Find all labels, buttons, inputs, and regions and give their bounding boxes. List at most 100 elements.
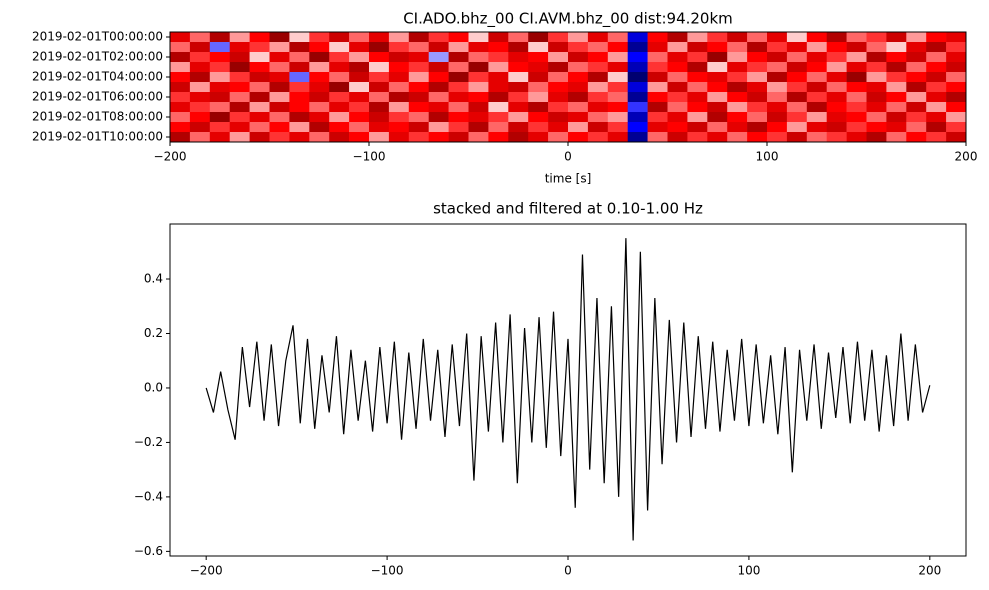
heatmap-cell [309,32,330,43]
heatmap-cell [906,102,927,113]
x-tick-label: 100 [756,150,779,164]
heatmap-cell [329,112,350,123]
heatmap-cell [369,42,390,53]
heatmap-cell [647,92,668,103]
heatmap-cell [806,42,827,53]
heatmap-cell [189,32,211,43]
heatmap-cell [170,122,191,133]
heatmap-cell [627,92,648,103]
heatmap-cell [866,112,887,123]
heatmap-cell [528,62,549,73]
heatmap-cell [229,112,250,123]
heatmap-cell [568,52,589,63]
heatmap-cell [528,82,549,93]
heatmap-cell [727,122,748,133]
heatmap-cell [727,62,748,73]
heatmap-cell [607,122,628,133]
heatmap-cell [607,42,628,53]
heatmap-cell [289,32,310,43]
heatmap-cell [747,62,768,73]
heatmap-cell [747,52,768,63]
heatmap-cell [886,52,907,63]
heatmap-cell [528,112,549,123]
heatmap-cell [309,102,330,113]
heatmap-cell [607,62,628,73]
heatmap-cell [906,122,927,133]
heatmap-cell [687,62,708,73]
heatmap-cell [249,42,270,53]
heatmap-cell [189,112,211,123]
heatmap-cell [866,42,887,53]
heatmap-cell [229,42,250,53]
heatmap-cell [707,42,728,53]
heatmap-cell [309,112,330,123]
heatmap-cell [349,72,370,83]
heatmap-cell [488,72,509,83]
heatmap-cell [349,62,370,73]
heatmap-cell [428,32,449,43]
heatmap-cell [369,102,390,113]
heatmap-cell [408,92,429,103]
heatmap-cell [170,132,191,143]
heatmap-cell [309,72,330,83]
y-tick-label: 0.4 [144,272,163,286]
heatmap-cell [667,102,688,113]
heatmap-cell [707,102,728,113]
heatmap-cell [707,92,728,103]
heatmap-cell [926,132,947,143]
heatmap-cell [647,62,668,73]
heatmap-cell [747,132,768,143]
heatmap-cell [786,82,808,93]
heatmap-cell [548,32,569,43]
heatmap-cell [826,102,847,113]
heatmap-cell [229,72,250,83]
heatmap-cell [786,32,808,43]
heatmap-cell [329,42,350,53]
heatmap-cell [607,102,628,113]
heatmap-cell [269,102,290,113]
heatmap-cell [866,62,887,73]
heatmap-cell [747,42,768,53]
heatmap-cell [786,122,808,133]
heatmap-cell [548,72,569,83]
heatmap-cell [946,62,967,73]
heatmap-cell [548,122,569,133]
y-tick-label: 2019-02-01T04:00:00 [32,70,163,84]
heatmap-cell [806,32,827,43]
heatmap-cell [568,122,589,133]
heatmap-cell [309,82,330,93]
heatmap-cell [448,72,469,83]
heatmap-cell [906,132,927,143]
heatmap-cell [687,122,708,133]
heatmap-cell [369,122,390,133]
heatmap-cell [886,62,907,73]
heatmap-cell [667,72,688,83]
heatmap-cell [289,72,310,83]
heatmap-cell [607,132,628,143]
heatmap-cell [428,72,449,83]
heatmap-cell [687,132,708,143]
heatmap-cell [647,122,668,133]
heatmap-cell [767,122,788,133]
heatmap-cell [468,82,489,93]
heatmap-cell [627,72,648,83]
heatmap-cell [528,92,549,103]
heatmap-cell [428,82,449,93]
heatmap-cell [946,92,967,103]
heatmap-cell [707,82,728,93]
heatmap-cell [687,32,708,43]
heatmap-cell [568,92,589,103]
heatmap-cell [309,122,330,133]
heatmap-cell [806,52,827,63]
heatmap-cell [727,52,748,63]
x-tick-label: 200 [918,564,941,578]
heatmap-cell [189,132,211,143]
heatmap-cell [209,42,230,53]
heatmap-cell [687,42,708,53]
heatmap-cell [189,62,211,73]
heatmap-cell [906,62,927,73]
heatmap-cell [508,102,529,113]
heatmap-cell [209,32,230,43]
heatmap-cell [727,42,748,53]
heatmap-cell [926,82,947,93]
